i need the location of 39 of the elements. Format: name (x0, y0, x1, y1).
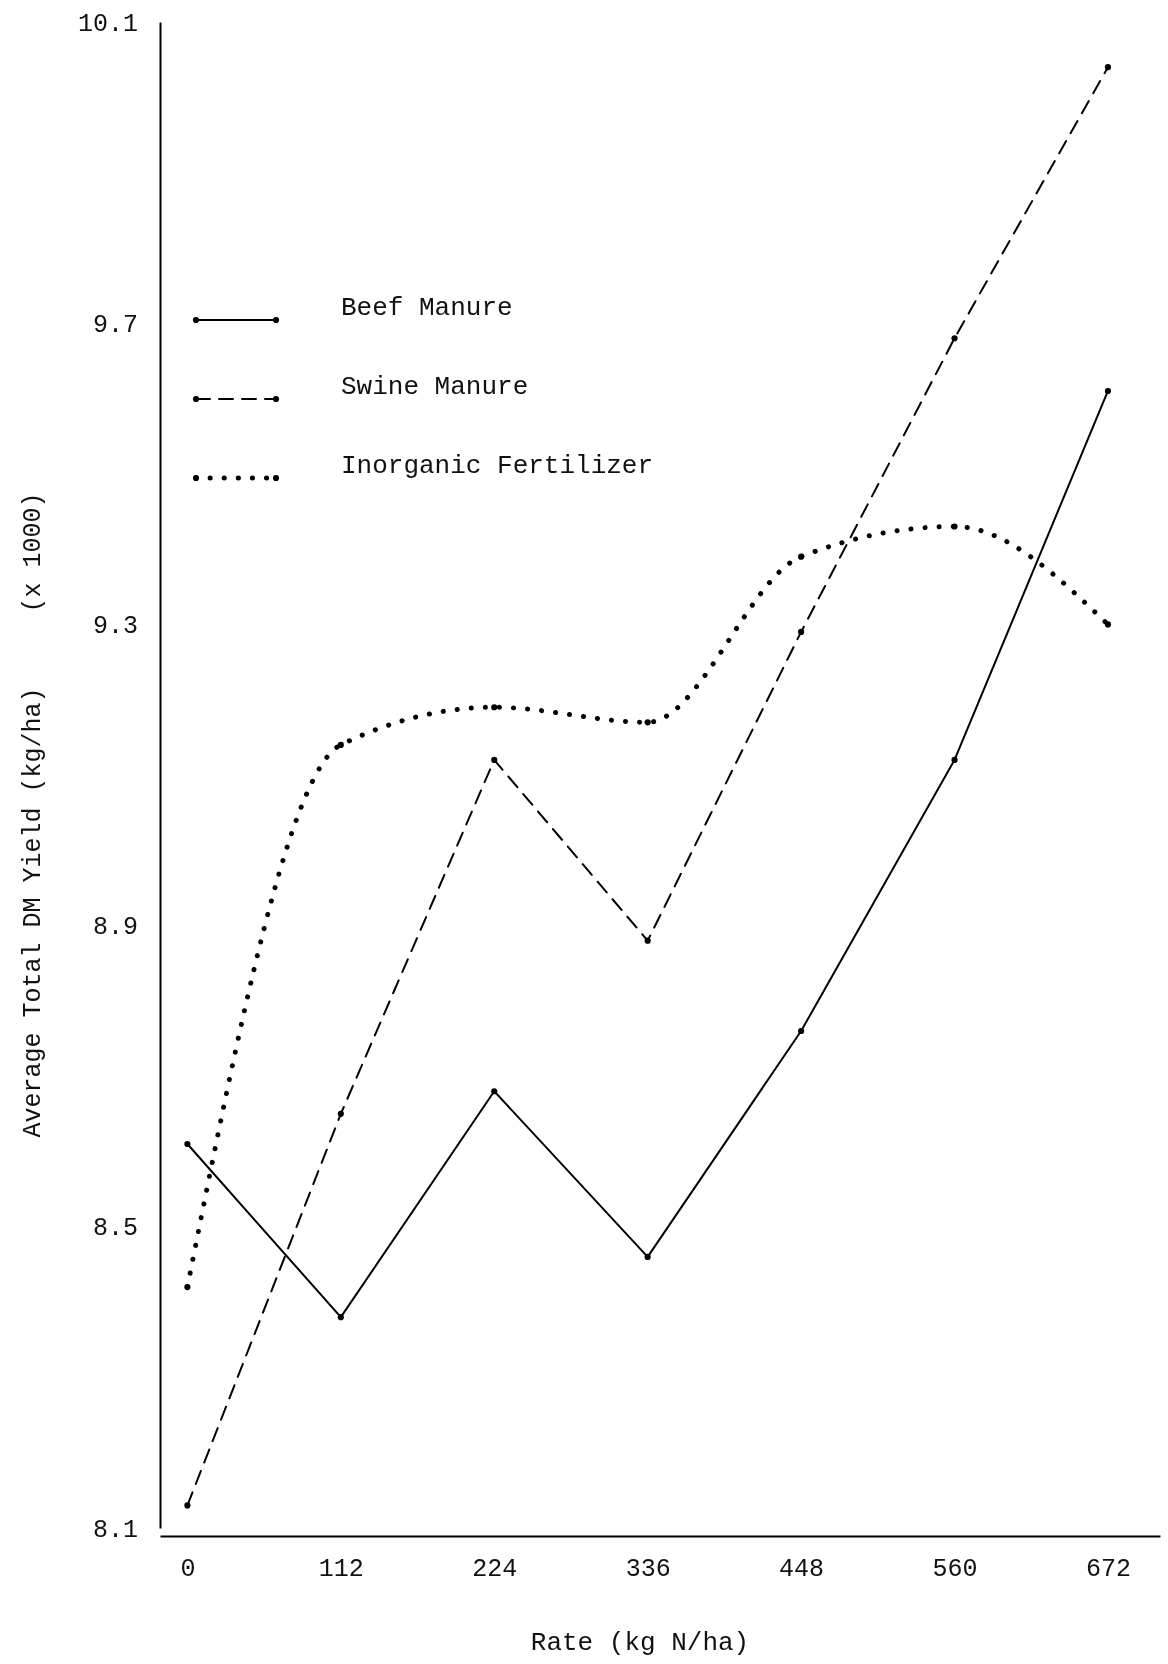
x-tick-label: 448 (779, 1554, 825, 1584)
x-tick-label: 224 (472, 1554, 518, 1584)
x-tick-label: 672 (1085, 1554, 1131, 1584)
y-tick-label: 8.1 (92, 1515, 138, 1545)
point (184, 1502, 191, 1509)
point (337, 1110, 344, 1117)
y-axis-title: Average Total DM Yield (kg/ha) (x 1000) (19, 492, 48, 1138)
point (184, 1140, 191, 1148)
x-tick-label: 560 (932, 1554, 978, 1584)
y-tick-label: 8.5 (92, 1214, 138, 1244)
x-tick-label: 112 (318, 1554, 364, 1584)
point (644, 719, 651, 726)
x-tick-label: 336 (625, 1554, 671, 1584)
point (337, 741, 344, 748)
point (951, 756, 958, 764)
point (491, 704, 498, 711)
x-tick-label: 0 (180, 1554, 196, 1584)
point (644, 937, 651, 944)
point (951, 335, 958, 342)
legend-label: Swine Manure (341, 372, 529, 402)
point (1104, 64, 1112, 71)
point (798, 628, 805, 636)
legend-label: Beef Manure (341, 293, 513, 323)
point (1104, 621, 1112, 628)
y-tick-label: 9.7 (92, 310, 138, 340)
point (1104, 387, 1112, 395)
legend-label: Inorganic Fertilizer (341, 451, 654, 481)
y-tick-label: 8.9 (92, 913, 138, 943)
point (491, 1088, 498, 1095)
point (644, 1253, 651, 1260)
point (951, 523, 958, 530)
y-tick-label: 9.3 (92, 611, 138, 641)
x-axis-title: Rate (kg N/ha) (530, 1628, 750, 1658)
point (798, 553, 805, 560)
point (337, 1314, 344, 1321)
point (491, 756, 498, 764)
point (184, 1283, 191, 1291)
point (798, 1027, 805, 1035)
y-tick-label: 10.1 (77, 9, 138, 39)
